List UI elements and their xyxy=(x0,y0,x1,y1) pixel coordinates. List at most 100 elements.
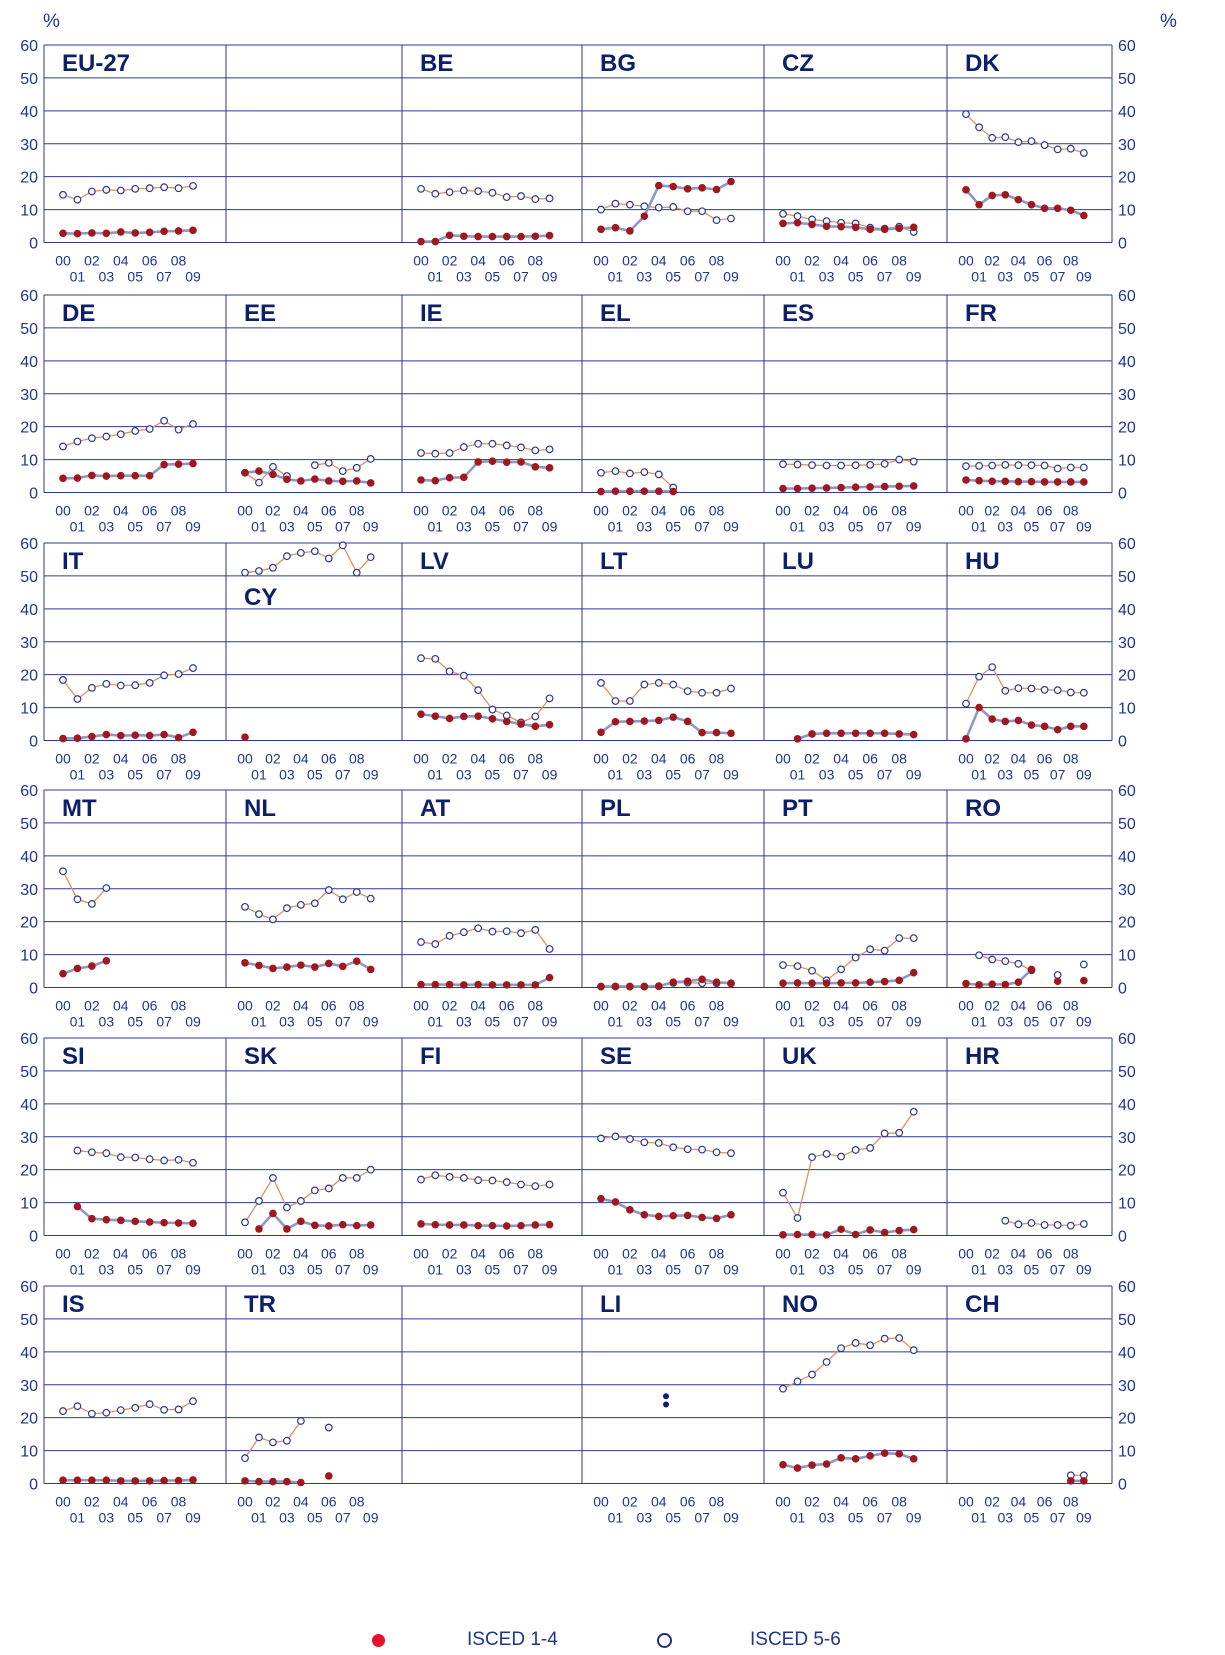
x-tick-label: 05 xyxy=(665,1014,681,1030)
x-tick-label: 02 xyxy=(265,503,281,519)
x-tick-label: 06 xyxy=(680,1494,696,1510)
x-tick-label: 04 xyxy=(293,1494,309,1510)
isced-5-6-point xyxy=(975,461,983,470)
isced-1-4-point xyxy=(975,476,983,485)
isced-1-4-point xyxy=(174,1476,183,1485)
isced-5-6-point xyxy=(611,1132,620,1141)
isced-5-6-point xyxy=(727,214,735,223)
x-tick-label: 07 xyxy=(694,1262,710,1278)
isced-1-4-point xyxy=(808,979,816,988)
isced-5-6-point xyxy=(1001,133,1010,142)
isced-1-4-point xyxy=(102,957,111,965)
x-tick-label: 02 xyxy=(984,253,1000,269)
isced-1-4-point xyxy=(241,1477,249,1485)
isced-1-4-point xyxy=(895,482,903,491)
isced-5-6-point xyxy=(73,437,82,446)
x-tick-label: 04 xyxy=(1011,503,1027,519)
isced-1-4-point xyxy=(808,220,816,229)
isced-5-6-point xyxy=(545,1180,554,1189)
isced-5-6-point xyxy=(324,1184,333,1193)
isced-5-6-point xyxy=(1027,684,1036,693)
x-tick-label: 03 xyxy=(819,519,835,535)
isced-5-6-point xyxy=(808,1153,816,1162)
isced-5-6-point xyxy=(640,680,649,689)
isced-1-4-point xyxy=(338,962,347,971)
y-tick-label-right: 40 xyxy=(1118,602,1136,619)
isced-1-4-point xyxy=(1066,722,1075,731)
x-tick-label: 06 xyxy=(862,998,878,1014)
isced-5-6-point xyxy=(352,888,361,896)
x-tick-label: 02 xyxy=(622,1494,638,1510)
isced-1-4-point xyxy=(866,978,874,987)
x-tick-label: 01 xyxy=(971,269,987,285)
x-tick-label: 02 xyxy=(984,998,1000,1014)
isced-1-4-point xyxy=(597,728,605,737)
isced-5-6-point xyxy=(116,681,125,690)
y-tick-label-left: 60 xyxy=(20,783,38,800)
isced-5-6-point xyxy=(793,1377,802,1386)
x-tick-label: 09 xyxy=(906,1262,922,1278)
isced-5-6-point xyxy=(808,1370,816,1379)
x-tick-label: 00 xyxy=(237,998,253,1014)
isced-1-4-point xyxy=(474,1221,482,1230)
x-tick-label: 05 xyxy=(1024,1510,1040,1526)
x-tick-label: 01 xyxy=(427,519,443,535)
isced-1-4-point xyxy=(975,981,983,989)
x-tick-label: 08 xyxy=(1063,998,1079,1014)
isced-5-6-point xyxy=(502,927,511,936)
isced-1-4-point xyxy=(531,463,540,471)
x-tick-label: 04 xyxy=(833,1246,849,1262)
isced-5-6-line-segment xyxy=(965,676,980,704)
isced-1-4-point xyxy=(895,730,903,738)
panel-title: CY xyxy=(244,584,277,611)
x-tick-label: 09 xyxy=(723,1014,739,1030)
y-tick-label-left: 50 xyxy=(20,1312,38,1329)
isced-1-4-point xyxy=(189,459,197,468)
isced-5-6-point xyxy=(1014,461,1023,470)
isced-5-6-point xyxy=(338,1173,347,1182)
x-tick-label: 05 xyxy=(307,767,323,783)
x-tick-label: 05 xyxy=(485,1262,501,1278)
isced-5-6-point xyxy=(102,1149,111,1158)
isced-1-4-point xyxy=(909,968,918,977)
isced-1-4-point xyxy=(597,487,605,496)
isced-5-6-point xyxy=(837,965,845,974)
y-tick-label-left: 40 xyxy=(20,1097,38,1114)
x-tick-label: 07 xyxy=(1050,1014,1066,1030)
y-unit-right: % xyxy=(1160,11,1177,32)
x-tick-label: 09 xyxy=(542,269,558,285)
isced-5-6-point xyxy=(59,676,67,684)
isced-5-6-point xyxy=(1040,461,1049,470)
y-tick-label-left: 30 xyxy=(20,387,38,404)
y-tick-label-right: 20 xyxy=(1118,915,1136,932)
isced-5-6-point xyxy=(988,133,997,142)
y-tick-label-left: 0 xyxy=(29,486,38,503)
isced-1-4-point xyxy=(283,1225,291,1233)
x-tick-label: 04 xyxy=(833,253,849,269)
x-tick-label: 04 xyxy=(470,253,486,269)
x-tick-label: 01 xyxy=(70,519,86,535)
x-tick-label: 02 xyxy=(984,1246,1000,1262)
x-tick-label: 02 xyxy=(84,1494,100,1510)
isced-1-4-point xyxy=(352,477,361,485)
x-tick-label: 09 xyxy=(906,767,922,783)
y-tick-label-right: 20 xyxy=(1118,420,1136,437)
isced-1-4-point xyxy=(727,979,735,988)
isced-1-4-point xyxy=(145,1477,154,1485)
isced-5-6-point xyxy=(59,867,67,876)
isced-1-4-point xyxy=(851,483,860,492)
x-tick-label: 03 xyxy=(456,519,472,535)
panel-title: FI xyxy=(420,1043,441,1070)
y-tick-label-right: 30 xyxy=(1118,1130,1136,1147)
isced-1-4-point xyxy=(488,457,497,466)
isced-1-4-point xyxy=(1027,477,1036,486)
panel-title: IT xyxy=(62,548,84,575)
isced-5-6-point xyxy=(1001,1216,1010,1225)
x-tick-label: 09 xyxy=(363,1262,379,1278)
isced-5-6-point xyxy=(779,460,787,469)
isced-1-4-point xyxy=(727,729,735,738)
isced-1-4-point xyxy=(654,1212,663,1221)
x-tick-label: 01 xyxy=(70,767,86,783)
isced-5-6-point xyxy=(1040,685,1049,694)
x-tick-label: 02 xyxy=(984,751,1000,767)
